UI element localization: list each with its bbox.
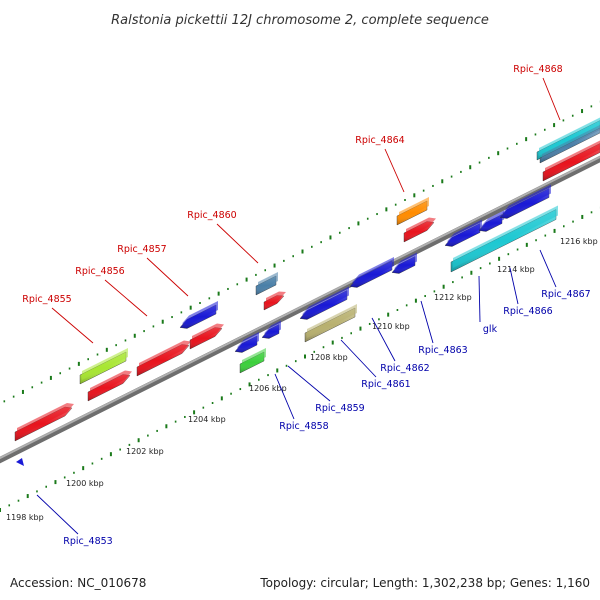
scale-tick-label: 1206 kbp [249,384,287,393]
rpic-4857-feature [179,301,218,329]
rpic-4861-feature [304,304,357,343]
glk-feature [444,219,482,247]
gene-label-rpic-4867[interactable]: Rpic_4867 [541,289,590,300]
rpic-4854-feature [14,403,74,442]
gene-label-rpic-4858[interactable]: Rpic_4858 [279,421,328,432]
scale-tick-label: 1210 kbp [372,322,410,331]
gene-label-glk[interactable]: glk [483,324,498,335]
rpic-4867-feature [450,205,558,273]
scale-tick-label: 1212 kbp [434,293,472,302]
gene-label-rpic-4862[interactable]: Rpic_4862 [380,363,429,374]
rpic-4856-feature [87,370,132,402]
rpic-4857a-feature [136,340,191,377]
rpic-4868-stripe [539,125,600,164]
scale-tick-label: 1198 kbp [6,513,44,522]
rpic-4862-feature [349,257,394,288]
gene-label-rpic-4856[interactable]: Rpic_4856 [75,266,124,277]
rpic-4858-feature [239,348,266,374]
gene-labels: Rpic_4855 Rpic_4856 Rpic_4857 Rpic_4860 Rpic… [22,64,590,547]
scale-tick-label: 1200 kbp [66,479,104,488]
chromosome-backbone [0,155,600,464]
rpic-4860-feature [263,291,286,311]
rpic-4864-feature [403,217,436,243]
gene-label-rpic-4861[interactable]: Rpic_4861 [361,379,410,390]
genome-info-text: Topology: circular; Length: 1,302,238 bp… [260,576,590,590]
rpic-4855-feature [79,348,128,385]
rpic-4858a-feature [234,332,259,353]
map-title: Ralstonia pickettii 12J chromosome 2, co… [111,13,489,28]
scale-tick-label: 1204 kbp [188,415,226,424]
accession-text: Accession: NC_010678 [10,576,147,590]
rpic-4868b-feature [542,140,600,182]
rpic-4866a-feature [499,184,551,219]
scale-tick-label: 1216 kbp [560,237,598,246]
gene-label-rpic-4860[interactable]: Rpic_4860 [187,210,236,221]
rpic-4860a-feature [255,272,278,296]
gene-label-rpic-4864[interactable]: Rpic_4864 [355,135,404,146]
gene-label-rpic-4866[interactable]: Rpic_4866 [503,306,552,317]
rpic-4859-feature [299,286,349,320]
rpic-4853-feature [16,458,24,466]
rpic-4857b-feature [189,323,224,350]
rpic-4864a-feature [396,197,429,226]
gene-label-rpic-4855[interactable]: Rpic_4855 [22,294,71,305]
tick-dot-rows [0,100,600,512]
gene-label-rpic-4853[interactable]: Rpic_4853 [63,536,112,547]
rpic-4863-feature [391,252,417,274]
gene-label-rpic-4868[interactable]: Rpic_4868 [513,64,562,75]
scale-tick-label: 1208 kbp [310,353,348,362]
gene-features [14,117,600,466]
scale-tick-label: 1202 kbp [126,447,164,456]
scale-tick-label: 1214 kbp [497,265,535,274]
gene-label-rpic-4857[interactable]: Rpic_4857 [117,244,166,255]
gene-label-rpic-4863[interactable]: Rpic_4863 [418,345,467,356]
gene-label-rpic-4859[interactable]: Rpic_4859 [315,403,364,414]
scale-ticks: 1198 kbp 1200 kbp 1202 kbp 1204 kbp 1206 kbp… [6,237,598,522]
glk-b-feature [478,210,504,232]
rpic-4858b-feature [261,320,281,339]
